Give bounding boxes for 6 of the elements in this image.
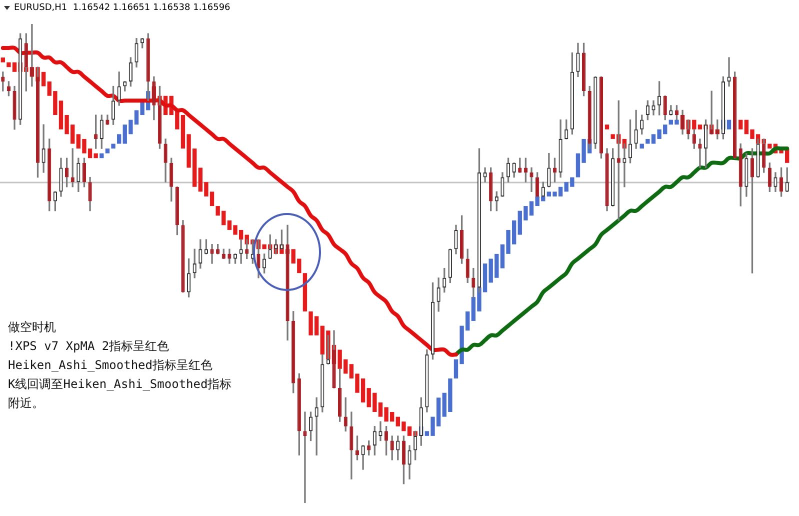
annotation: 附近。	[8, 395, 45, 412]
annotation: !XPS v7 XpMA 2指标呈红色	[8, 338, 170, 355]
annotation: 做空时机	[8, 319, 57, 336]
annotation: K线回调至Heiken_Ashi_Smoothed指标	[8, 376, 232, 393]
chart-title: EURUSD,H1 1.16542 1.16651 1.16538 1.16596	[14, 3, 230, 13]
annotation: Heiken_Ashi_Smoothed指标呈红色	[8, 357, 214, 374]
